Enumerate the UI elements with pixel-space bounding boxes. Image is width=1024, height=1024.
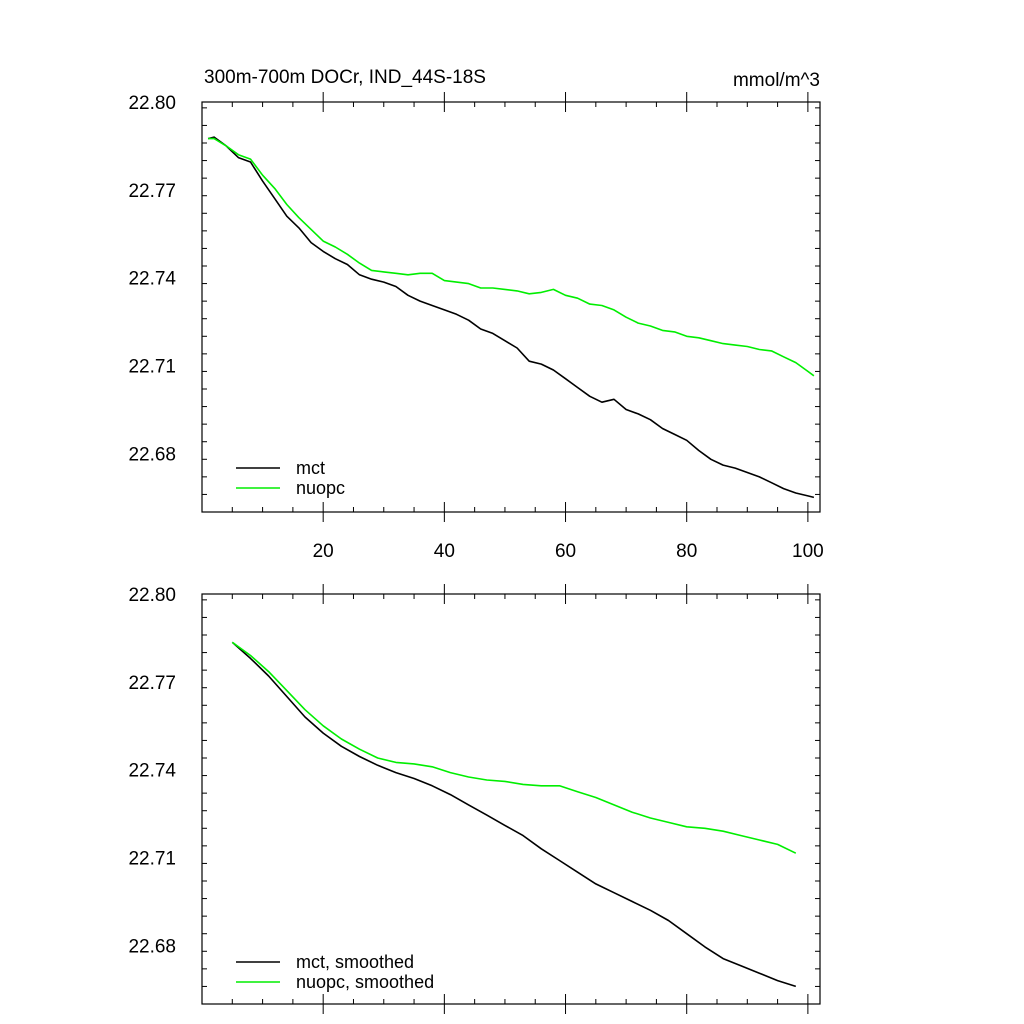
y-tick-label: 22.68 bbox=[128, 444, 176, 465]
y-tick-label: 22.77 bbox=[128, 673, 176, 694]
x-tick-label: 80 bbox=[676, 541, 697, 562]
x-tick-label: 100 bbox=[792, 541, 824, 562]
plot-frame bbox=[201, 593, 821, 1005]
bottom-panel: 22.68 22.71 22.74 22.77 22.80 mct, smoothednu… bbox=[128, 584, 821, 1014]
units-label: mmol/m^3 bbox=[733, 70, 820, 91]
x-tick-label: 20 bbox=[313, 541, 334, 562]
chart-title: 300m-700m DOCr, IND_44S-18S bbox=[204, 67, 486, 88]
y-tick-label: 22.80 bbox=[128, 585, 176, 606]
series-line-mct-smoothed bbox=[231, 641, 797, 988]
plot-frame bbox=[201, 101, 821, 513]
y-tick-label: 22.74 bbox=[128, 761, 176, 782]
series-line-nuopc-smoothed bbox=[231, 641, 797, 854]
legend-label: nuopc bbox=[296, 478, 345, 498]
y-tick-label: 22.74 bbox=[128, 269, 176, 290]
y-tick-label: 22.71 bbox=[128, 357, 176, 378]
legend-label: mct bbox=[296, 458, 325, 478]
x-tick-label: 40 bbox=[434, 541, 455, 562]
y-tick-label: 22.68 bbox=[128, 936, 176, 957]
y-tick-label: 22.71 bbox=[128, 849, 176, 870]
y-tick-label: 22.77 bbox=[128, 181, 176, 202]
legend-label: nuopc, smoothed bbox=[296, 972, 434, 992]
y-tick-label: 22.80 bbox=[128, 93, 176, 114]
x-tick-label: 60 bbox=[555, 541, 576, 562]
legend-label: mct, smoothed bbox=[296, 952, 414, 972]
series-line-mct bbox=[207, 136, 815, 499]
series-line-nuopc bbox=[208, 137, 815, 377]
top-panel: 20 40 60 80 100 22.68 22.71 22.74 22.77 22.80 mctn… bbox=[128, 92, 824, 562]
